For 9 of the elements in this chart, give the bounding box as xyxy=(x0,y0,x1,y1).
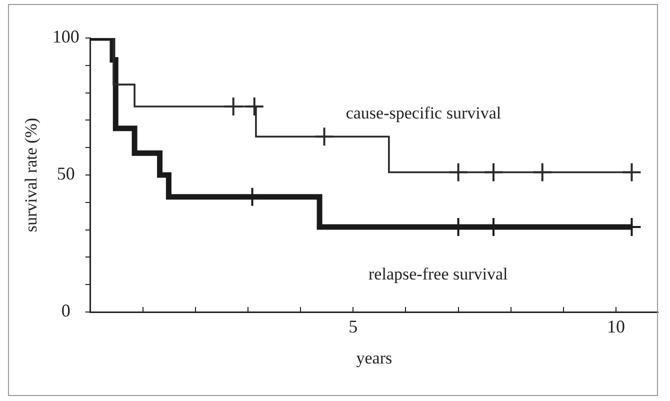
x-tick-label: 5 xyxy=(348,316,358,337)
y-tick-label: 0 xyxy=(61,300,70,321)
y-tick-label: 50 xyxy=(56,164,75,184)
series-label: cause-specific survival xyxy=(346,104,502,123)
text: relapse-free survival xyxy=(368,264,508,284)
x-tick-label: 10 xyxy=(606,316,625,337)
y-tick-label: 100 xyxy=(52,26,80,47)
x-axis-title: years xyxy=(356,348,392,368)
y-axis-title: survival rate (%) xyxy=(22,118,41,232)
